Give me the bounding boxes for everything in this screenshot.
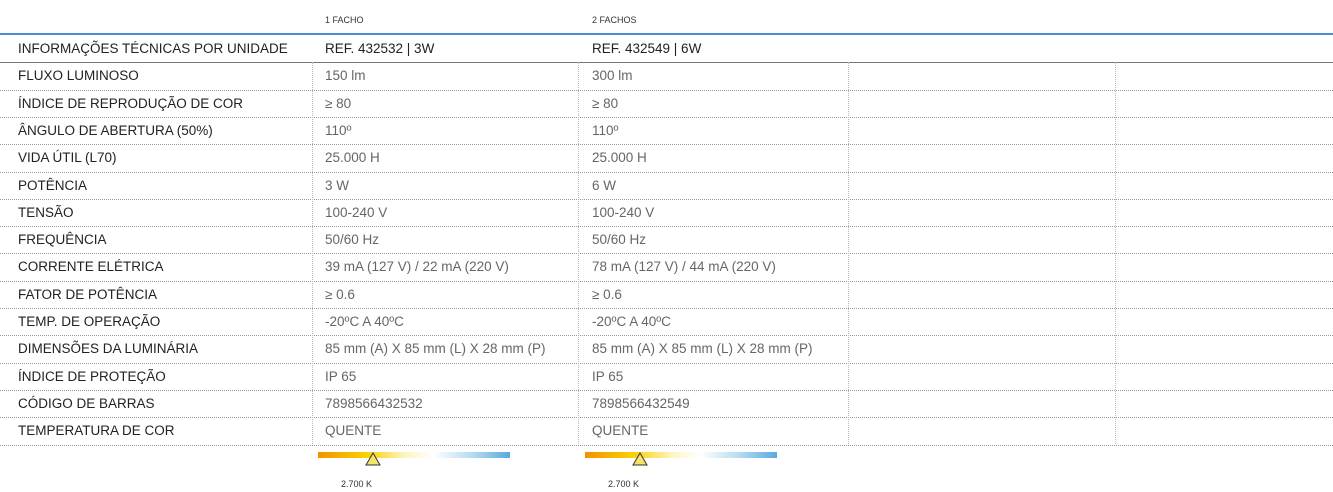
value-cell: 150 lm [325,68,366,84]
row-rule [0,444,1333,446]
header-rule [0,62,1333,64]
row-rule [0,417,1333,419]
row-rule [0,144,1333,146]
column-divider [1115,62,1116,445]
label-cell: FLUXO LUMINOSO [18,68,139,84]
row-rule [0,89,1333,91]
value-cell: 110º [325,122,352,138]
temperature-marker [632,452,648,466]
label-cell: FREQUÊNCIA [18,232,107,248]
column-label: 2 FACHOS [592,15,637,25]
temperature-marker [365,452,381,466]
value-cell: 25.000 H [592,150,647,166]
column-divider [578,62,579,445]
row-rule [0,362,1333,364]
value-cell: 7898566432549 [592,395,690,411]
triangle [365,452,381,466]
value-cell: ≥ 80 [592,95,619,111]
row-rule [0,308,1333,309]
value-cell: -20ºC A 40ºC [325,314,404,329]
label-cell: VIDA ÚTIL (L70) [18,150,117,166]
value-cell: 78 mA (127 V) / 44 mA (220 V) [592,259,776,275]
column-label: 1 FACHO [325,15,364,25]
row-rule [0,171,1333,173]
column-divider [848,62,849,445]
color-temperature-bar [585,452,777,458]
row-rule [0,253,1333,255]
label-cell: POTÊNCIA [18,177,88,193]
value-cell: 85 mm (A) X 85 mm (L) X 28 mm (P) [592,341,813,357]
row-rule [0,280,1333,282]
label-cell: TENSÃO [18,204,74,220]
value-cell: 39 mA (127 V) / 22 mA (220 V) [325,259,509,275]
header-cell: INFORMAÇÕES TÉCNICAS POR UNIDADE [18,41,288,56]
value-cell: 6 W [592,177,617,193]
value-cell: 110º [592,122,619,138]
temperature-label: 2.700 K [341,479,373,489]
triangle [632,452,648,466]
row-rule [0,116,1333,118]
value-cell: IP 65 [325,368,357,384]
label-cell: DIMENSÕES DA LUMINÁRIA [18,341,199,357]
value-cell: 85 mm (A) X 85 mm (L) X 28 mm (P) [325,341,546,357]
value-cell: ≥ 80 [325,95,352,111]
row-rule [0,389,1333,391]
row-rule [0,335,1333,337]
value-cell: 7898566432532 [325,395,423,411]
value-cell: 100-240 V [592,204,655,220]
label-cell: ÍNDICE DE REPRODUÇÃO DE COR [18,95,244,111]
value-cell: 50/60 Hz [325,232,380,248]
row-rule [0,226,1333,228]
header-cell: REF. 432549 | 6W [592,41,702,56]
label-cell: CÓDIGO DE BARRAS [18,395,155,411]
label-cell: ÂNGULO DE ABERTURA (50%) [18,122,213,138]
label-cell: TEMPERATURA DE COR [18,423,175,439]
row-rule [0,198,1333,200]
value-cell: 50/60 Hz [592,232,647,248]
temperature-label: 2.700 K [608,479,640,489]
label-cell: ÍNDICE DE PROTEÇÃO [18,368,166,384]
top-rule [0,33,1333,35]
value-cell: QUENTE [592,423,649,439]
value-cell: ≥ 0.6 [325,286,355,302]
value-cell: -20ºC A 40ºC [592,314,671,329]
value-cell: QUENTE [325,423,382,439]
label-cell: TEMP. DE OPERAÇÃO [18,314,161,329]
value-cell: ≥ 0.6 [592,286,622,302]
value-cell: 25.000 H [325,150,380,166]
label-cell: CORRENTE ELÉTRICA [18,259,164,275]
value-cell: 100-240 V [325,204,388,220]
color-temperature-bar [318,452,510,458]
value-cell: 3 W [325,177,350,193]
column-divider [312,62,313,445]
value-cell: IP 65 [592,368,624,384]
label-cell: FATOR DE POTÊNCIA [18,286,158,302]
value-cell: 300 lm [592,68,633,84]
header-cell: REF. 432532 | 3W [325,41,435,56]
